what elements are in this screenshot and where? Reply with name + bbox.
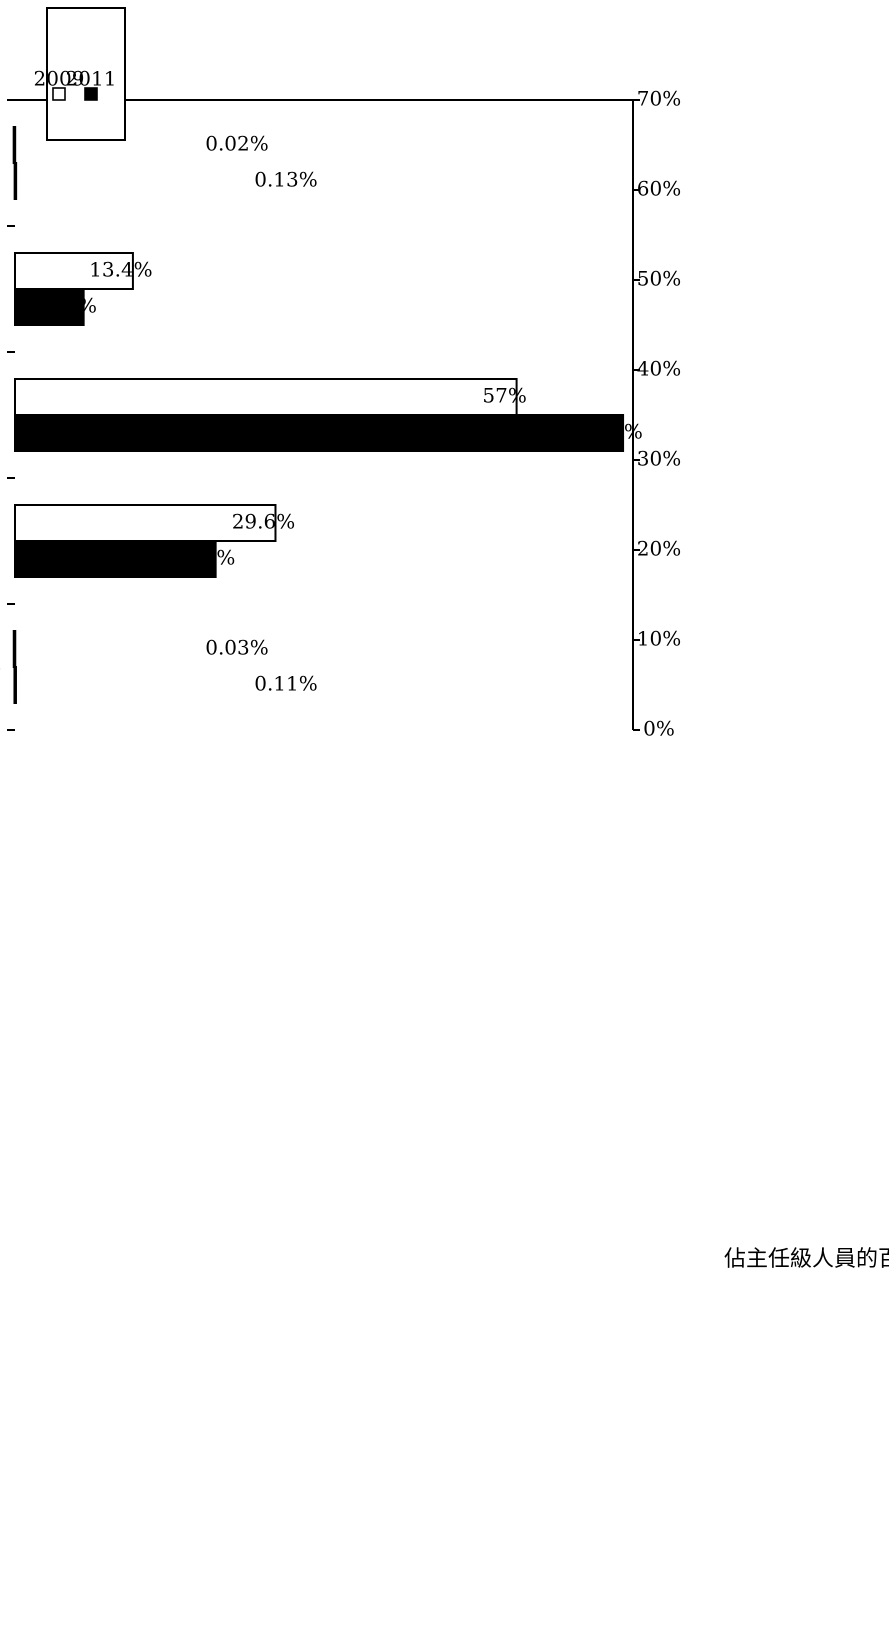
value-axis-title: 佔主任級人員的百分率 — [724, 1247, 889, 1272]
value-tick-label: 30% — [637, 447, 681, 471]
value-tick-label: 10% — [637, 627, 681, 651]
category-tick-label: 少於1 年 — [0, 654, 1, 678]
bar-2011 — [13, 414, 625, 452]
bar-2011 — [14, 540, 217, 578]
bar-2011 — [13, 162, 18, 200]
bar-2011 — [14, 288, 85, 326]
bar-2009 — [14, 378, 518, 416]
value-tick-label: 70% — [637, 87, 681, 111]
data-label: 0.13% — [254, 168, 318, 192]
legend-label-2011: 2011 — [66, 67, 117, 91]
legend-label-2009: 2009 — [34, 67, 85, 91]
legend-box — [46, 7, 126, 141]
data-label: 7.8% — [46, 294, 97, 318]
bar-2011 — [13, 666, 17, 704]
data-label: 29.6% — [232, 510, 296, 534]
data-label: 0.03% — [205, 636, 269, 660]
data-label: 57% — [482, 384, 526, 408]
category-tick-label: 10年或以上 — [0, 150, 1, 174]
bar-2009 — [12, 126, 17, 164]
value-tick-label: 20% — [637, 537, 681, 561]
value-tick-label: 50% — [637, 267, 681, 291]
data-label: 0.02% — [205, 132, 269, 156]
value-tick-label: 0% — [643, 717, 675, 741]
data-label: 0.11% — [254, 672, 318, 696]
category-tick-label: 3年至6年以下 — [0, 402, 1, 426]
data-label: 13.4% — [89, 258, 153, 282]
data-label: 22.8% — [172, 546, 236, 570]
value-tick-label: 40% — [637, 357, 681, 381]
legend-swatch-2009 — [52, 87, 66, 101]
data-label: 69.1% — [579, 420, 643, 444]
category-tick-label: 1年至3年以下 — [0, 528, 1, 552]
legend-swatch-2011 — [84, 87, 98, 101]
value-tick-label: 60% — [637, 177, 681, 201]
category-tick-label: 6年至10年以下 — [0, 276, 1, 300]
bar-2009 — [12, 630, 17, 668]
